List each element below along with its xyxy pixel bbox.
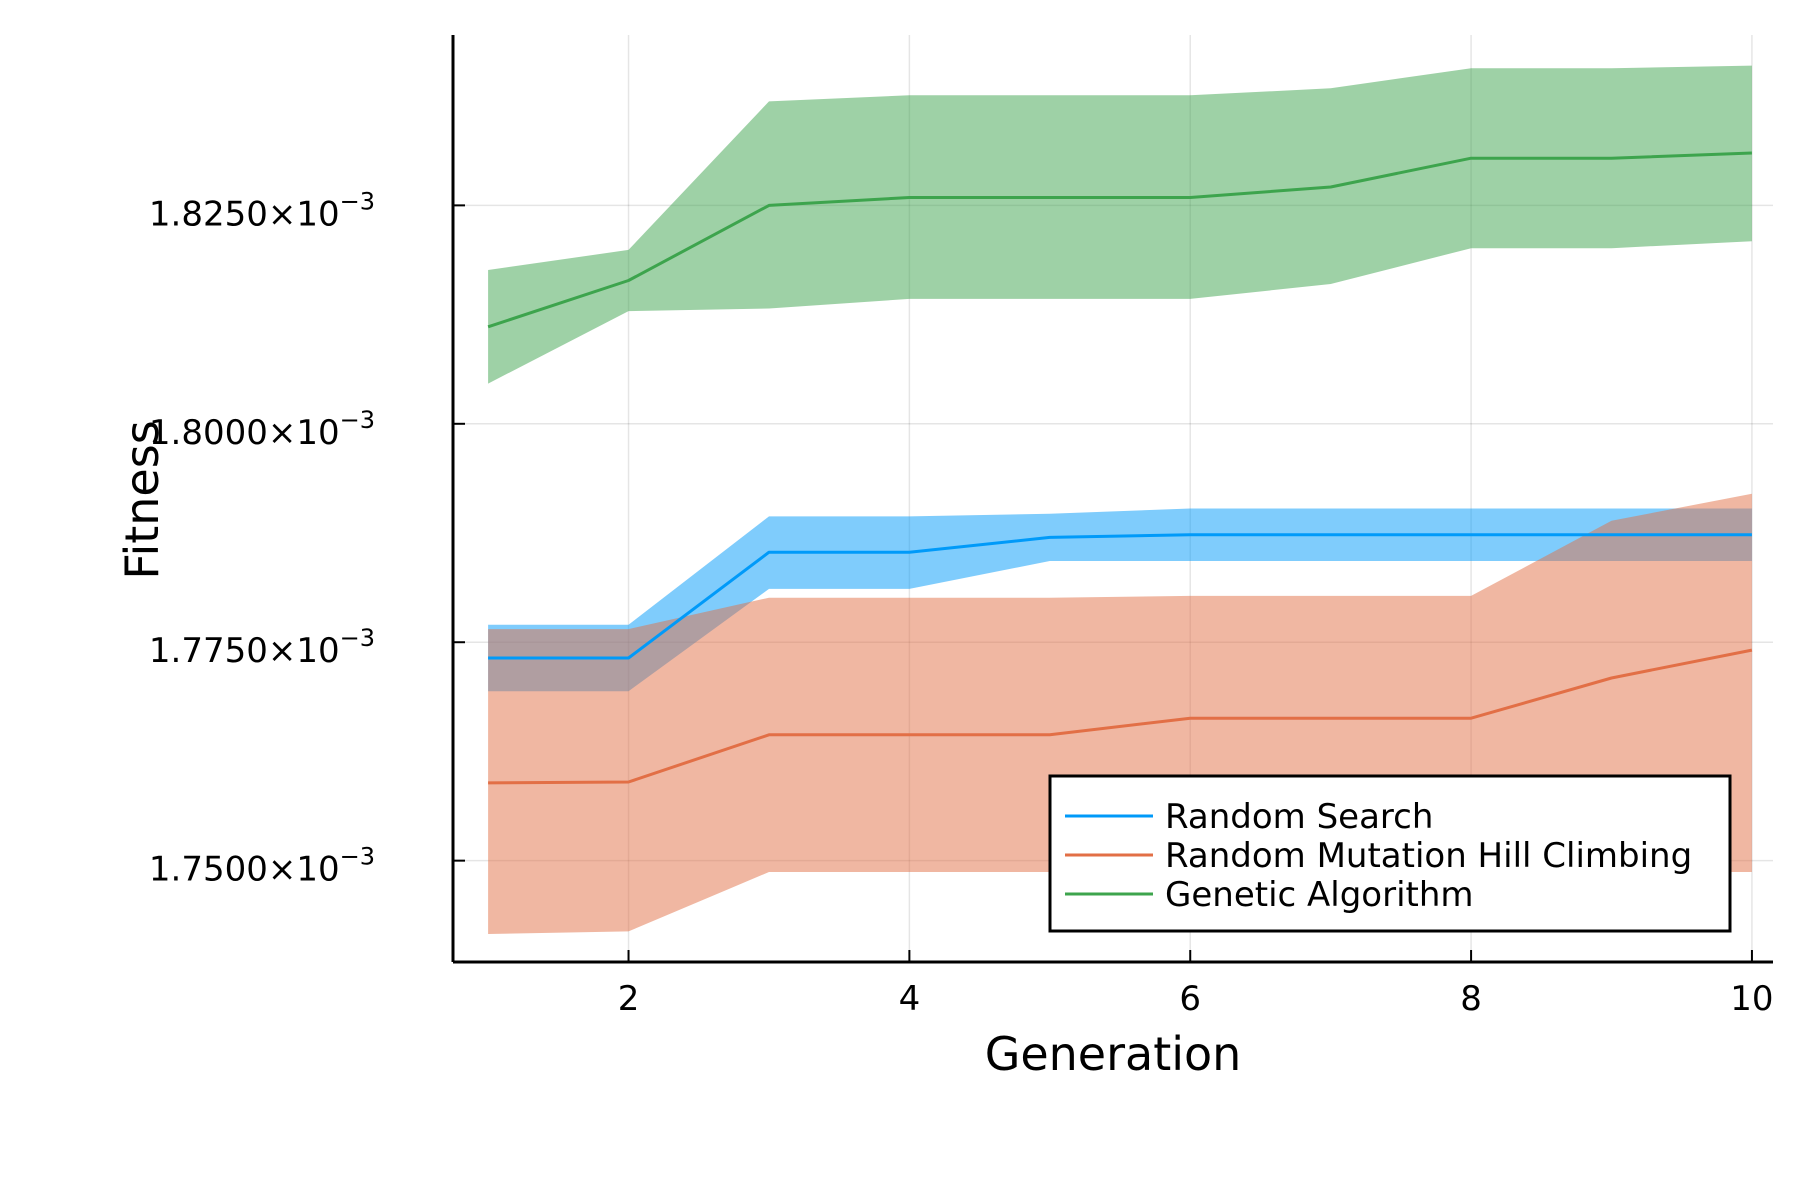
y-tick-label: 1.7750×10−3	[149, 624, 375, 671]
legend-label: Random Search	[1165, 797, 1433, 837]
y-tick-label: 1.7500×10−3	[149, 843, 375, 890]
x-tick-label: 6	[1179, 979, 1201, 1019]
legend-box	[1048, 774, 1732, 933]
x-tick-label: 10	[1730, 979, 1773, 1019]
series-lines	[487, 151, 1753, 785]
y-tick-label: 1.8000×10−3	[149, 406, 375, 453]
x-axis-title: Generation	[985, 1027, 1242, 1081]
ticks: 2 4 6 8 10 1.7500×10−3 1.7750×10−3 1.8000×10−3 1…	[149, 187, 1774, 1019]
series-line	[488, 648, 1753, 785]
confidence-band	[488, 65, 1752, 384]
legend-label: Genetic Algorithm	[1165, 875, 1474, 915]
legend-label: Random Mutation Hill Climbing	[1165, 836, 1692, 876]
series-line	[488, 533, 1752, 660]
confidence-bands	[488, 65, 1752, 934]
confidence-band	[488, 508, 1752, 692]
axes	[451, 35, 1773, 964]
x-tick-label: 8	[1460, 979, 1482, 1019]
x-tick-label: 2	[618, 979, 640, 1019]
x-tick-label: 4	[899, 979, 921, 1019]
y-tick-label: 1.8250×10−3	[149, 187, 375, 234]
series-line	[487, 151, 1752, 329]
y-axis-title: Fitness	[115, 420, 169, 579]
